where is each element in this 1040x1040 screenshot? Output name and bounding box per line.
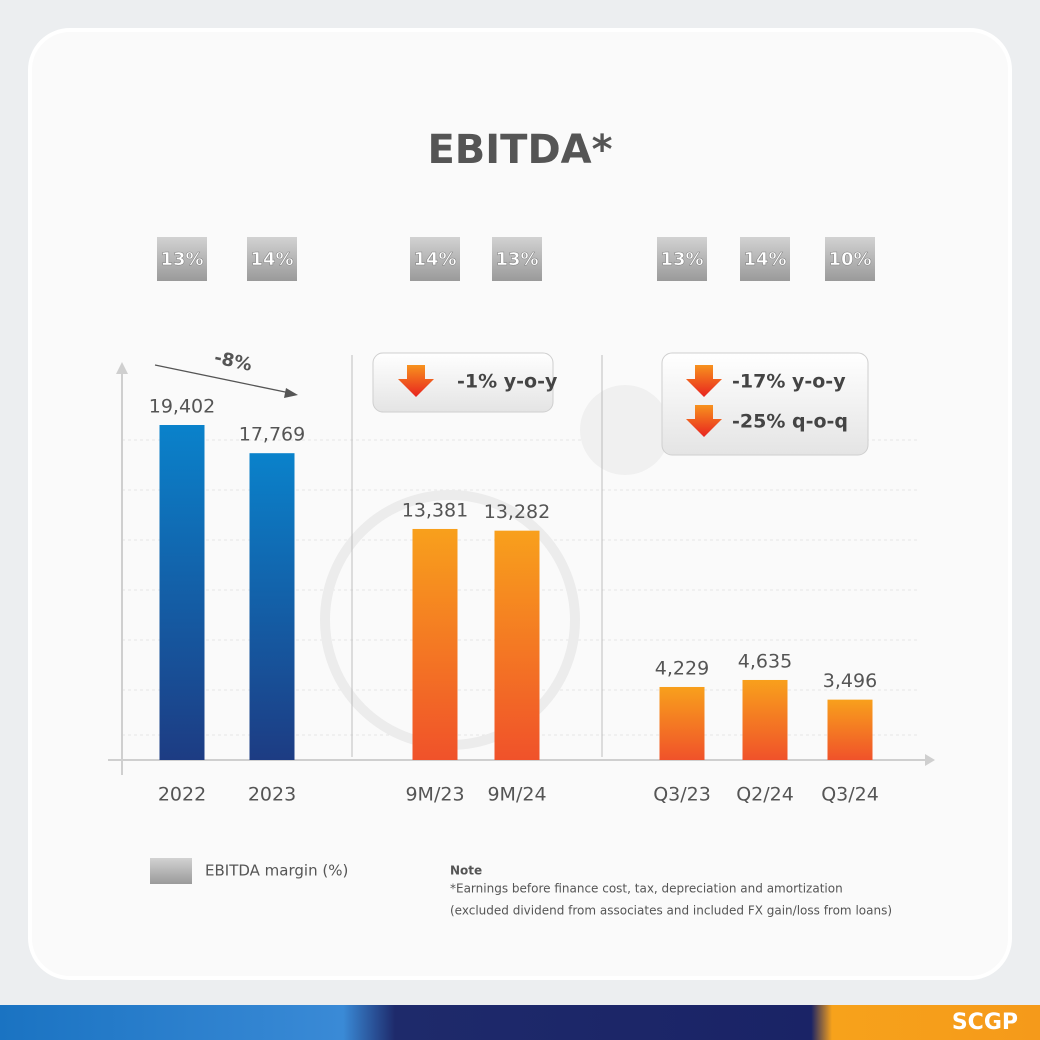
margin-box — [157, 237, 207, 281]
margin-box — [825, 237, 875, 281]
margin-box — [657, 237, 707, 281]
margin-box — [247, 237, 297, 281]
margin-box — [410, 237, 460, 281]
x-axis-arrow — [925, 754, 935, 766]
down-arrow-icon — [686, 405, 722, 437]
legend-label: EBITDA margin (%) — [205, 862, 348, 880]
note-line: *Earnings before finance cost, tax, depr… — [450, 882, 843, 896]
note-line: (excluded dividend from associates and i… — [450, 904, 892, 918]
chart-title: EBITDA* — [427, 127, 612, 173]
x-tick-label: 9M/23 — [405, 784, 464, 806]
margin-label: 14% — [250, 249, 293, 270]
legend-swatch — [150, 858, 192, 884]
logo: SCGP — [952, 1010, 1018, 1035]
margin-label: 10% — [828, 249, 871, 270]
x-tick-label: 2023 — [248, 784, 296, 806]
margin-box — [492, 237, 542, 281]
coin-decoration — [580, 385, 670, 475]
trend-arrow-head — [284, 388, 298, 398]
x-tick-label: 2022 — [158, 784, 206, 806]
x-tick-label: Q2/24 — [736, 784, 794, 806]
y-axis-arrow — [116, 362, 128, 374]
bar — [659, 686, 705, 760]
trend-arrow — [154, 364, 291, 394]
down-arrow-icon — [686, 365, 722, 397]
value-label: 19,402 — [149, 396, 215, 418]
margin-label: 13% — [495, 249, 538, 270]
margin-box — [740, 237, 790, 281]
bar — [742, 679, 788, 760]
bar — [494, 530, 540, 760]
value-label: 3,496 — [823, 670, 877, 692]
value-label: 13,282 — [484, 501, 550, 523]
bar — [249, 453, 295, 760]
value-label: 4,229 — [655, 657, 709, 679]
x-tick-label: Q3/24 — [821, 784, 879, 806]
change-annotation: -17% y-o-y — [732, 371, 846, 393]
change-annotation: -1% y-o-y — [457, 371, 558, 393]
x-tick-label: Q3/23 — [653, 784, 711, 806]
callout-box — [661, 352, 869, 456]
down-arrow-icon — [398, 365, 434, 397]
margin-label: 14% — [743, 249, 786, 270]
bar — [159, 425, 205, 760]
value-label: 4,635 — [738, 650, 792, 672]
x-tick-label: 9M/24 — [487, 784, 546, 806]
footer-strip — [0, 1005, 1040, 1040]
value-label: 17,769 — [239, 424, 305, 446]
change-annotation: -25% q-o-q — [732, 411, 848, 433]
margin-label: 13% — [660, 249, 703, 270]
bar — [827, 699, 873, 760]
value-label: 13,381 — [402, 499, 468, 521]
bar — [412, 528, 458, 760]
margin-label: 14% — [413, 249, 456, 270]
margin-label: 13% — [160, 249, 203, 270]
note-title: Note — [450, 864, 482, 878]
